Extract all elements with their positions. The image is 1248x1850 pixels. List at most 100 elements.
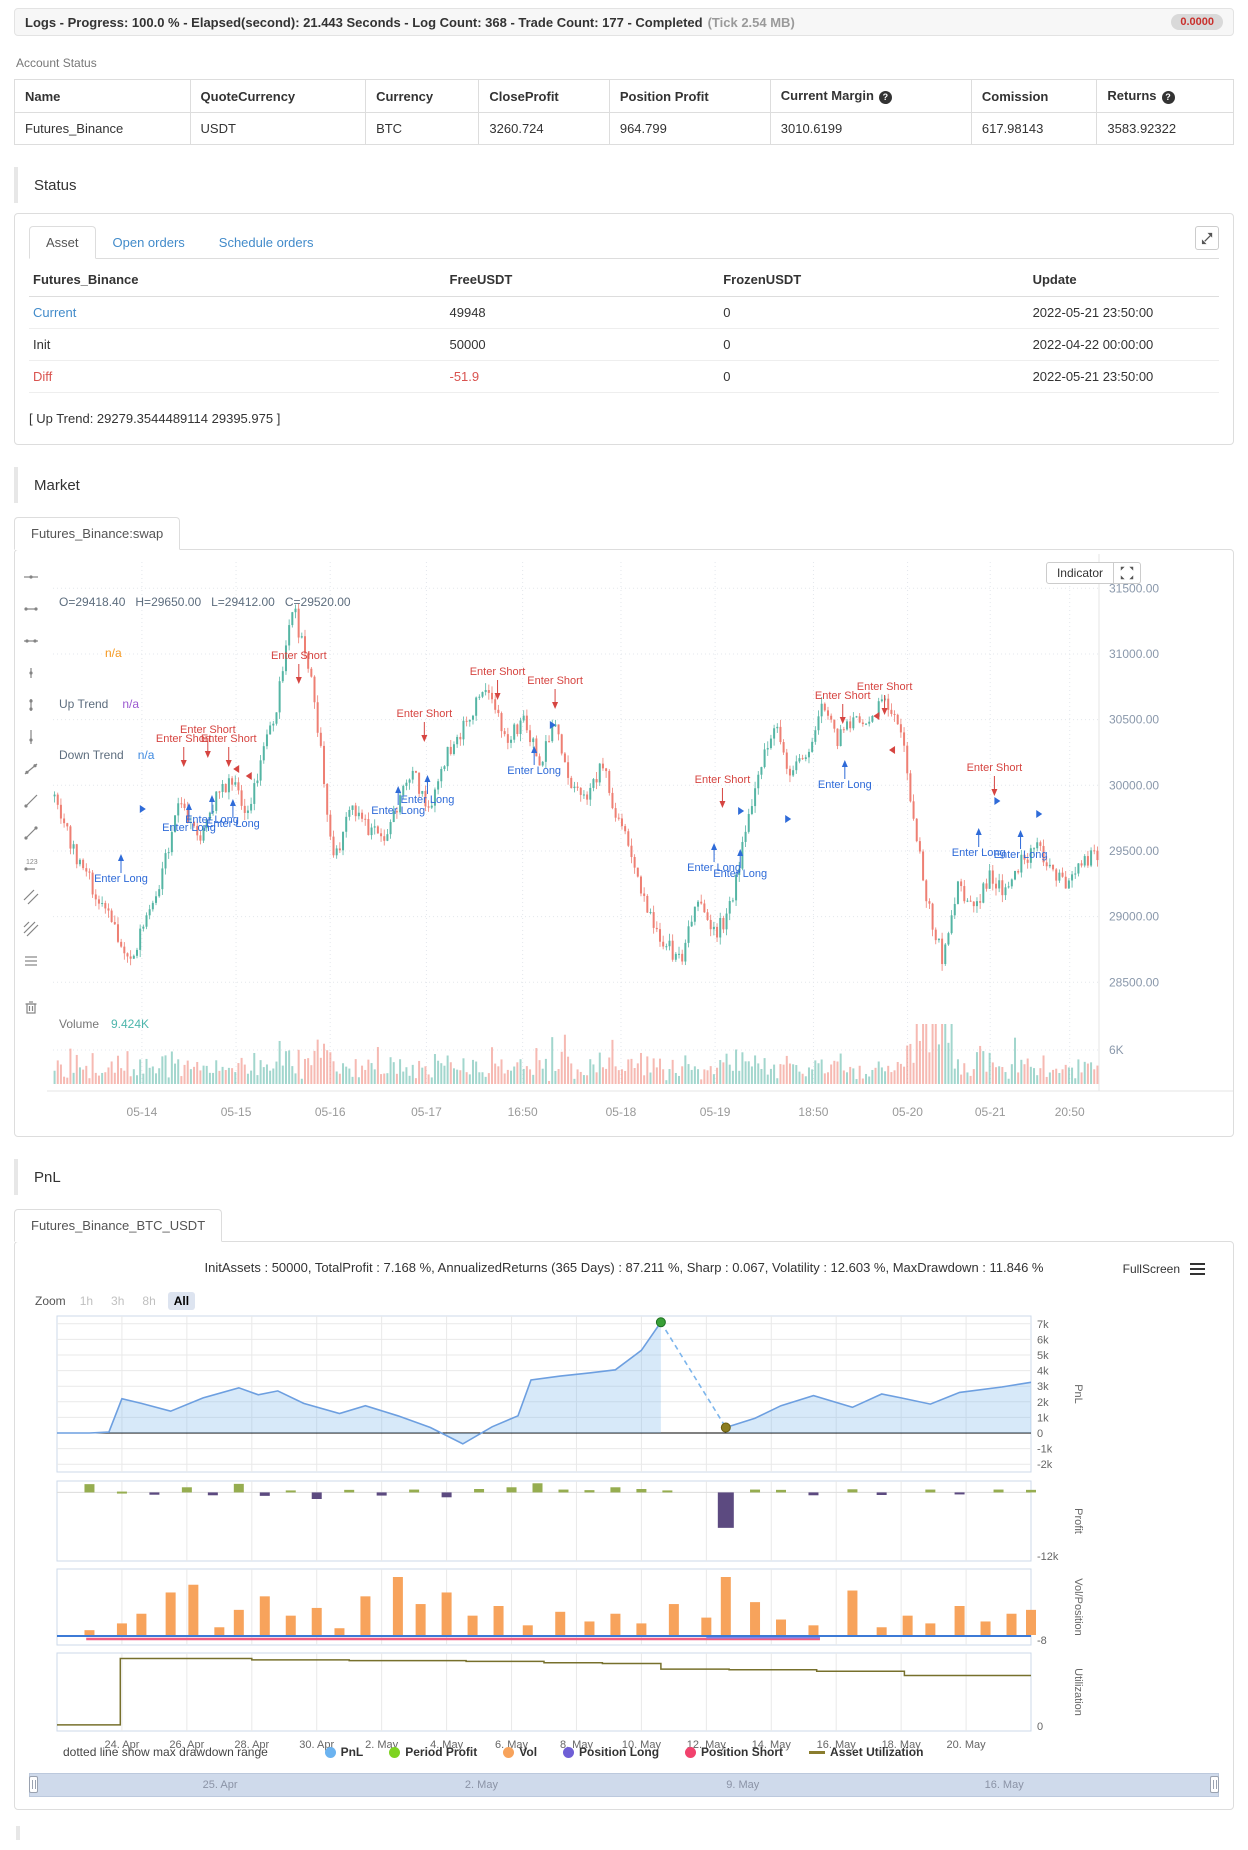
vertical-dots-icon[interactable] <box>22 696 40 719</box>
enter-short-annotation: Enter Short <box>527 675 583 709</box>
fullscreen-arrows-icon <box>1120 566 1134 580</box>
asset-cell: 0 <box>719 328 1029 361</box>
pnl-symbol-tab[interactable]: Futures_Binance_BTC_USDT <box>14 1209 223 1242</box>
enter-short-annotation: Enter Short <box>180 724 236 758</box>
svg-text:05-19: 05-19 <box>700 1105 731 1119</box>
svg-text:Enter Short: Enter Short <box>397 708 453 720</box>
enter-long-annotation: Enter Long <box>401 775 454 806</box>
status-tab-schedule-orders[interactable]: Schedule orders <box>218 235 314 250</box>
zoom-label: Zoom <box>35 1294 66 1308</box>
log-summary: Logs - Progress: 100.0 % - Elapsed(secon… <box>25 14 703 30</box>
price-label-123-icon[interactable]: 123 <box>22 856 40 879</box>
crosshair-line-icon[interactable] <box>22 568 40 591</box>
svg-text:20. May: 20. May <box>946 1739 986 1751</box>
legend-label: Asset Utilization <box>830 1745 924 1759</box>
svg-text:Enter Short: Enter Short <box>271 650 327 662</box>
parallel-channel-icon[interactable] <box>22 888 40 911</box>
enter-short-annotation: Enter Short <box>815 690 871 724</box>
legend-dot-icon <box>685 1746 697 1758</box>
account-col-current-margin: Current Margin? <box>769 79 972 113</box>
legend-item-position-short[interactable]: Position Short <box>685 1743 783 1761</box>
market-symbol-tab[interactable]: Futures_Binance:swap <box>14 517 181 550</box>
account-cell: 3010.6199 <box>769 112 972 145</box>
svg-text:05-15: 05-15 <box>221 1105 252 1119</box>
pnl-legend: dotted line show max drawdown range PnL P… <box>29 1743 1219 1761</box>
zoom-option-all[interactable]: All <box>167 1292 196 1310</box>
candlestick-chart[interactable]: 31500.00 31000.00 30500.00 30000.00 29500.00… <box>47 554 1233 1134</box>
indicator-list-icon[interactable] <box>22 952 40 975</box>
market-title-text: Market <box>34 476 80 494</box>
asset-cell: 50000 <box>445 328 720 361</box>
profit-badge[interactable]: 0.0000 <box>1171 14 1223 30</box>
account-col-comission: Comission <box>970 79 1098 113</box>
pnl-panel: InitAssets : 50000, TotalProfit : 7.168 … <box>14 1241 1234 1810</box>
vol-position-pane: -8 <box>57 1577 1047 1647</box>
legend-item-period-profit[interactable]: Period Profit <box>389 1743 477 1761</box>
zoom-option-3h[interactable]: 3h <box>111 1294 125 1308</box>
pitchfork-icon[interactable] <box>22 920 40 943</box>
svg-text:05-16: 05-16 <box>315 1105 346 1119</box>
horizontal-segment-icon[interactable] <box>22 632 40 655</box>
asset-cell[interactable]: Init <box>29 328 446 361</box>
enter-short-annotation: Enter Short <box>201 733 257 767</box>
legend-item-asset-utilization[interactable]: Asset Utilization <box>809 1743 923 1761</box>
zoom-option-8h[interactable]: 8h <box>142 1294 156 1308</box>
svg-text:Enter Long: Enter Long <box>994 849 1048 861</box>
svg-text:29500.00: 29500.00 <box>1109 844 1159 858</box>
zoom-option-1h[interactable]: 1h <box>79 1294 94 1308</box>
sell-marker-icon <box>245 772 252 780</box>
svg-text:05-21: 05-21 <box>975 1105 1006 1119</box>
svg-text:123: 123 <box>26 859 38 866</box>
status-tabs: Asset Open orders Schedule orders <box>29 226 1219 259</box>
svg-text:05-14: 05-14 <box>127 1105 158 1119</box>
account-status-title: Account Status <box>16 56 97 70</box>
legend-dot-icon <box>503 1746 515 1758</box>
fullscreen-button[interactable]: FullScreen <box>1122 1262 1180 1276</box>
svg-text:18. May: 18. May <box>882 1739 922 1751</box>
vertical-tick-icon[interactable] <box>22 664 40 687</box>
chart-fullscreen-icon[interactable] <box>1114 562 1141 584</box>
svg-text:-1k: -1k <box>1037 1444 1053 1456</box>
horizontal-ray-icon[interactable] <box>22 600 40 623</box>
vertical-line-icon[interactable] <box>22 728 40 751</box>
svg-text:0: 0 <box>1037 1428 1043 1440</box>
status-tab-asset[interactable]: Asset <box>29 226 96 259</box>
chart-menu-icon[interactable] <box>1190 1260 1205 1278</box>
legend-label: Position Long <box>579 1745 660 1759</box>
expand-panel-icon[interactable] <box>1195 226 1219 250</box>
account-cell: USDT <box>189 112 367 145</box>
trash-icon[interactable] <box>22 998 40 1021</box>
indicator-na-value: n/a <box>105 646 122 660</box>
navigator-left-handle[interactable] <box>29 1776 38 1793</box>
legend-item-position-long[interactable]: Position Long <box>563 1743 659 1761</box>
help-icon[interactable]: ? <box>1161 91 1175 104</box>
asset-row-init: Init 50000 0 2022-04-22 00:00:00 <box>29 328 1219 361</box>
asset-col-freeusdt: FreeUSDT <box>445 263 720 297</box>
account-col-currency: Currency <box>365 79 480 113</box>
down-trend-label: Down Trend <box>59 748 124 762</box>
sell-marker-icon <box>233 765 240 773</box>
account-col-quotecurrency: QuoteCurrency <box>189 79 367 113</box>
help-icon[interactable]: ? <box>878 91 892 104</box>
trend-line-icon[interactable] <box>22 760 40 783</box>
legend-item-vol[interactable]: Vol <box>503 1743 537 1761</box>
zoom-controls: Zoom 1h 3h 8h All <box>35 1292 1219 1310</box>
navigator-right-handle[interactable] <box>1210 1776 1219 1793</box>
asset-cell[interactable]: Current <box>29 296 446 329</box>
range-navigator[interactable]: 25. Apr 2. May 9. May 16. May <box>29 1773 1219 1797</box>
enter-long-annotation: Enter Long <box>507 746 561 777</box>
ray-icon[interactable] <box>22 792 40 815</box>
asset-table: Futures_Binance FreeUSDT FrozenUSDT Update … <box>29 263 1219 393</box>
svg-text:Enter Long: Enter Long <box>713 868 767 880</box>
svg-text:7k: 7k <box>1037 1319 1049 1331</box>
status-tab-open-orders[interactable]: Open orders <box>112 235 185 250</box>
enter-short-annotation: Enter Short <box>397 708 453 742</box>
volume-bars <box>53 1024 1099 1084</box>
indicator-button[interactable]: Indicator <box>1045 562 1114 584</box>
arrow-line-icon[interactable] <box>22 824 40 847</box>
asset-cell[interactable]: Diff <box>29 360 446 393</box>
pnl-stats-row: InitAssets : 50000, TotalProfit : 7.168 … <box>29 1260 1219 1282</box>
account-col-position-profit: Position Profit <box>608 79 771 113</box>
legend-item-pnl[interactable]: PnL <box>324 1743 363 1761</box>
enter-long-annotation: Enter Long <box>185 795 239 826</box>
